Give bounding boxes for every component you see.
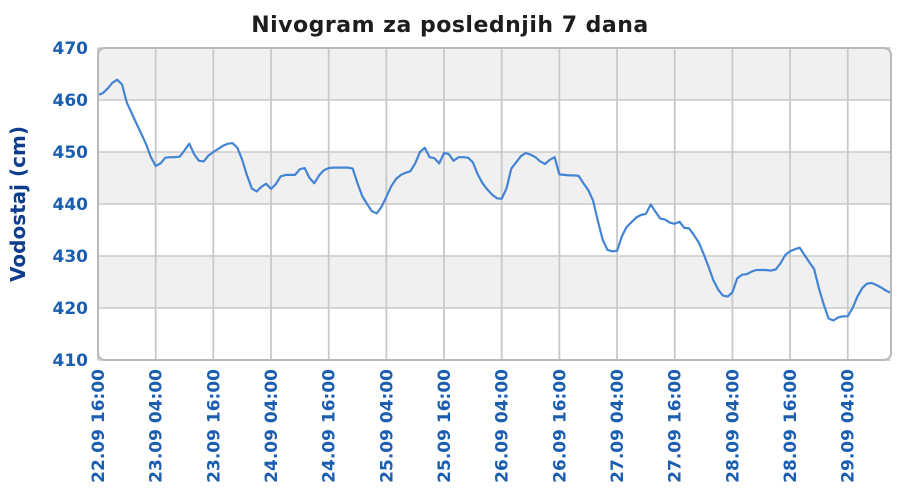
chart-bands <box>98 48 891 360</box>
chart-series <box>96 78 893 322</box>
y-tick-label: 420 <box>53 299 89 319</box>
chart-title: Nivogram za poslednjih 7 dana <box>251 13 649 38</box>
x-tick-label: 26.09 04:00 <box>493 369 513 483</box>
x-tick-label: 25.09 16:00 <box>435 369 455 483</box>
y-tick-label: 450 <box>53 143 89 163</box>
x-tick-label: 29.09 04:00 <box>839 369 859 483</box>
y-tick-label: 470 <box>53 39 89 59</box>
plot-border <box>97 47 892 361</box>
y-tick-labels: 410 420 430 440 450 460 470 <box>53 39 89 371</box>
x-tick-labels: 22.09 16:00 23.09 04:00 23.09 16:00 24.09 0… <box>89 369 859 483</box>
plot-band <box>98 204 891 256</box>
x-tick-label: 26.09 16:00 <box>550 369 570 483</box>
y-tick-label: 440 <box>53 195 89 215</box>
y-tick-label: 410 <box>53 351 89 371</box>
y-tick-label: 460 <box>53 91 89 111</box>
water-level-line <box>96 78 893 322</box>
plot-band <box>98 308 891 360</box>
x-tick-label: 24.09 16:00 <box>320 369 340 483</box>
plot-band <box>98 48 891 100</box>
x-tick-label: 28.09 16:00 <box>781 369 801 483</box>
x-tick-label: 27.09 16:00 <box>666 369 686 483</box>
x-tick-label: 27.09 04:00 <box>608 369 628 483</box>
plot-band <box>98 256 891 308</box>
x-tick-label: 28.09 04:00 <box>723 369 743 483</box>
x-tick-label: 25.09 04:00 <box>377 369 397 483</box>
y-tick-label: 430 <box>53 247 89 267</box>
x-tick-label: 23.09 04:00 <box>147 369 167 483</box>
x-tick-label: 22.09 16:00 <box>89 369 109 483</box>
x-tick-label: 24.09 04:00 <box>262 369 282 483</box>
x-tick-label: 23.09 16:00 <box>204 369 224 483</box>
plot-band <box>98 100 891 152</box>
y-axis-title: Vodostaj (cm) <box>6 126 30 282</box>
